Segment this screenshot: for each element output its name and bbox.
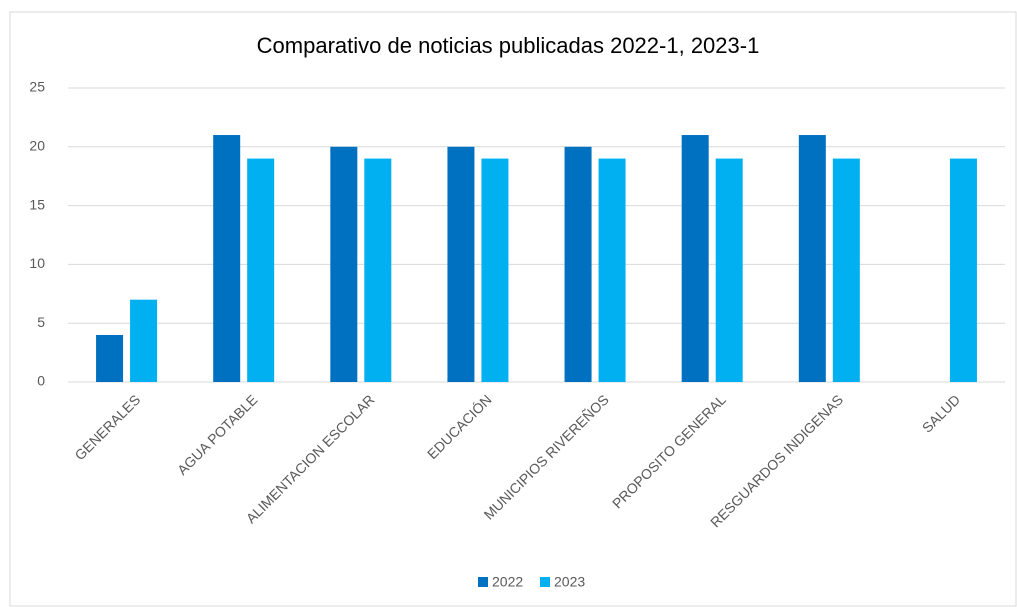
legend-label: 2022 (492, 574, 523, 590)
bar (481, 158, 509, 382)
bar (130, 299, 158, 382)
bar (213, 135, 241, 382)
bar (598, 158, 626, 382)
bar (447, 146, 475, 382)
y-tick-label: 25 (29, 79, 45, 95)
y-tick-label: 10 (29, 255, 45, 271)
chart-frame (9, 11, 1017, 607)
y-tick-label: 15 (29, 196, 45, 212)
bar (364, 158, 392, 382)
bar (330, 146, 358, 382)
bar (715, 158, 743, 382)
bar (681, 135, 709, 382)
y-tick-label: 5 (37, 314, 45, 330)
legend-swatch (540, 577, 550, 587)
y-tick-label: 0 (37, 373, 45, 389)
legend-swatch (478, 577, 488, 587)
bar (96, 334, 124, 382)
legend-label: 2023 (554, 574, 585, 590)
bar (949, 158, 977, 382)
bar (564, 146, 592, 382)
chart-title: Comparativo de noticias publicadas 2022-… (257, 33, 760, 58)
bar (798, 135, 826, 382)
y-tick-label: 20 (29, 138, 45, 154)
bar (832, 158, 860, 382)
bar (247, 158, 275, 382)
